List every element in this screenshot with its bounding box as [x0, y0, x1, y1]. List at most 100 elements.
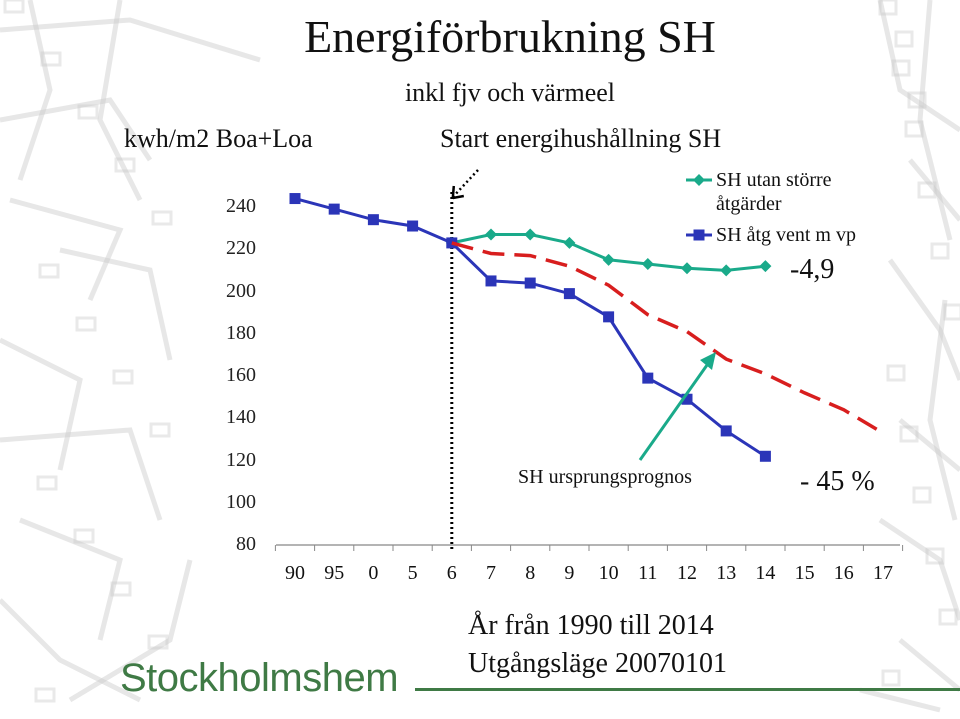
y-tick-label: 220: [226, 237, 256, 260]
map-block: [938, 608, 958, 626]
y-tick-label: 100: [226, 490, 256, 513]
logo-underline: [415, 688, 960, 691]
legend-sh-utan-line1: SH utan större: [716, 169, 832, 191]
data-point-square: [289, 193, 301, 205]
data-point-square: [563, 288, 575, 300]
x-tick-label: 7: [486, 562, 496, 584]
chart-title: Energiförbrukning SH: [304, 11, 716, 62]
map-street: [877, 0, 960, 133]
data-point-diamond: [720, 264, 733, 277]
map-street: [0, 427, 163, 521]
map-street: [17, 0, 53, 181]
y-tick-label: 240: [226, 195, 256, 217]
map-block: [112, 369, 134, 385]
x-tick-label: 16: [833, 562, 854, 584]
prognos-label: SH ursprungsprognos: [518, 466, 692, 488]
map-block: [894, 30, 914, 48]
start-annotation: Start energihushållning SH: [440, 124, 722, 153]
start-marker-arrowhead: [451, 185, 465, 200]
map-street: [19, 517, 123, 641]
y-tick-label: 180: [226, 321, 256, 344]
map-block: [149, 422, 171, 438]
legend-marker-square: [693, 229, 705, 241]
map-street: [917, 0, 953, 241]
legend-sh-atg: SH åtg vent m vp: [716, 224, 856, 246]
x-tick-label: 11: [638, 562, 658, 584]
map-block: [917, 181, 937, 199]
map-block: [36, 475, 58, 491]
map-block: [943, 303, 960, 321]
map-block: [110, 581, 132, 597]
map-block: [38, 263, 60, 279]
reduction-small-label: -4,9: [790, 254, 835, 285]
map-block: [3, 0, 25, 14]
map-street: [927, 299, 958, 521]
map-block: [147, 634, 169, 650]
x-tick-label: 15: [794, 562, 815, 584]
map-block: [925, 547, 945, 565]
data-point-diamond: [681, 262, 693, 275]
map-street: [0, 17, 261, 63]
x-axis-label: År från 1990 till 2014: [468, 610, 714, 641]
x-tick-label: 95: [324, 562, 345, 584]
data-point-square: [328, 203, 340, 215]
baseline-label: Utgångsläge 20070101: [468, 648, 727, 679]
x-tick-label: 14: [755, 562, 776, 584]
map-block: [151, 210, 173, 226]
map-block: [73, 528, 95, 544]
map-block: [75, 316, 97, 332]
legend-sh-utan-line2: åtgärder: [716, 193, 782, 215]
map-street: [859, 687, 941, 713]
map-street: [887, 258, 960, 381]
map-street: [68, 559, 193, 703]
data-point-square: [367, 214, 379, 226]
series-line-2: [451, 241, 884, 435]
map-street: [0, 337, 83, 471]
map-street: [9, 197, 124, 301]
prognos-arrow-head: [700, 352, 716, 370]
map-street: [0, 97, 153, 162]
map-block: [891, 59, 911, 77]
map-street: [59, 247, 173, 361]
map-street: [878, 517, 960, 621]
y-tick-label: 160: [226, 364, 256, 386]
start-marker-arrow: [452, 169, 479, 197]
data-point-square: [642, 372, 654, 384]
y-tick-label: 140: [226, 406, 256, 429]
map-street: [97, 0, 143, 202]
data-point-diamond: [641, 258, 654, 271]
data-point-diamond: [485, 228, 497, 241]
stockholmshem-logo: Stockholmshem: [120, 656, 399, 700]
data-point-square: [524, 277, 536, 289]
map-street: [898, 638, 960, 692]
reduction-large-label: - 45 %: [800, 466, 875, 497]
map-street: [908, 158, 960, 222]
x-tick-label: 8: [525, 562, 536, 584]
x-tick-label: 6: [446, 562, 457, 584]
chart-subtitle: inkl fjv och värmeel: [404, 78, 616, 107]
x-tick-label: 0: [368, 562, 379, 584]
data-point-diamond: [602, 253, 615, 266]
data-point-diamond: [524, 228, 537, 241]
map-block: [34, 687, 56, 703]
data-point-square: [407, 220, 419, 232]
x-tick-label: 17: [873, 562, 893, 584]
map-block: [907, 91, 927, 109]
x-tick-label: 10: [598, 562, 619, 584]
y-tick-label: 120: [226, 448, 256, 471]
data-point-square: [759, 450, 771, 462]
y-tick-label: 200: [226, 279, 256, 302]
map-street: [898, 418, 960, 472]
data-point-square: [603, 311, 615, 323]
x-tick-label: 13: [716, 562, 737, 584]
prognos-arrow-line: [638, 357, 714, 461]
x-tick-label: 9: [564, 562, 575, 584]
map-block: [904, 120, 924, 138]
y-axis-label: kwh/m2 Boa+Loa: [124, 124, 313, 153]
map-block: [912, 486, 932, 504]
map-block: [930, 242, 950, 260]
legend-marker-diamond: [693, 174, 705, 186]
map-block: [114, 157, 136, 173]
x-tick-label: 12: [677, 562, 697, 584]
x-tick-label: 90: [285, 562, 305, 584]
